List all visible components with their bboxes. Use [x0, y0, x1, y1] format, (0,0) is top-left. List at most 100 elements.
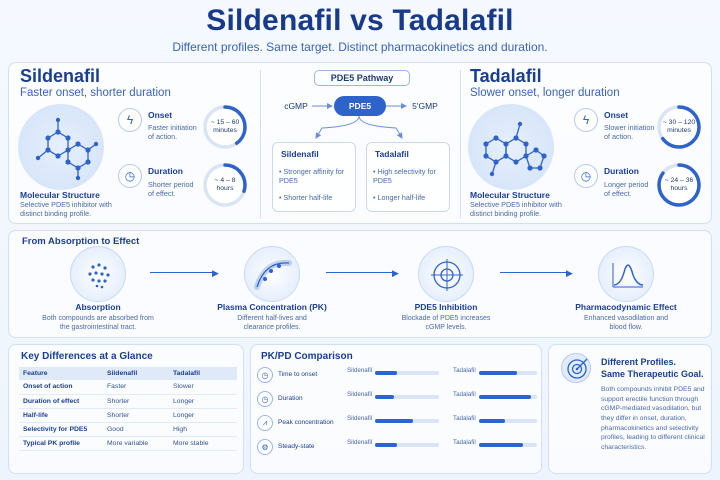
- pkpd-bar-b: [479, 443, 537, 447]
- drug-overview-panel: [8, 62, 712, 224]
- pkpd-row: ◷ Time to onset Sildenafil Tadalafil: [257, 367, 537, 385]
- tadalafil-onset-label: Onset: [604, 110, 629, 120]
- clock-icon: ◷: [257, 391, 273, 407]
- pathway-sildenafil-bullet: • Shorter half-life: [279, 193, 333, 202]
- pkpd-bar-a-fill: [375, 419, 414, 423]
- table-cell: Duration of effect: [19, 394, 103, 409]
- tadalafil-duration-label: Duration: [604, 166, 639, 176]
- divider: [260, 70, 261, 218]
- table-cell: Shorter: [103, 394, 169, 409]
- sildenafil-onset-label: Onset: [148, 110, 173, 120]
- tadalafil-molecule-image: [468, 104, 554, 190]
- flow-step-label: Pharmacodynamic Effect: [575, 302, 677, 312]
- inhibition-step-icon: [418, 246, 474, 302]
- table-cell: Selectivity for PDE5: [19, 422, 103, 437]
- sildenafil-duration-gauge: ~ 4 – 8 hours: [202, 162, 248, 208]
- table-cell: Longer: [169, 394, 237, 409]
- flow-step-label: Absorption: [75, 302, 121, 312]
- pkpd-bar-a-fill: [375, 395, 395, 399]
- pkpd-row: ◷ Duration Sildenafil Tadalafil: [257, 391, 537, 409]
- pkpd-drug-a: Sildenafil: [347, 439, 373, 446]
- tadalafil-title: Tadalafil: [470, 66, 542, 86]
- table-header: Feature: [19, 367, 103, 380]
- sildenafil-duration-desc: Shorter period of effect.: [148, 180, 194, 199]
- flow-step-desc: Different half-lives and clearance profi…: [237, 315, 307, 332]
- pkpd-bar-b-fill: [479, 371, 517, 375]
- flow-step-label: PDE5 Inhibition: [414, 302, 478, 312]
- tadalafil-onset-gauge: ~ 30 – 120 minutes: [656, 104, 702, 150]
- table-cell: Good: [103, 422, 169, 437]
- pkpd-bar-a-fill: [375, 443, 398, 447]
- pkpd-drug-b: Tadalafil: [453, 391, 476, 398]
- pathway-5gmp: 5'GMP: [412, 101, 438, 111]
- summary-text: Both compounds inhibit PDE5 and support …: [601, 386, 705, 451]
- sildenafil-duration-label: Duration: [148, 166, 183, 176]
- pkpd-drug-b: Tadalafil: [453, 415, 476, 422]
- lightning-icon: ϟ: [118, 108, 142, 132]
- pkpd-bar-b-fill: [479, 443, 523, 447]
- lightning-icon: ϟ: [574, 108, 598, 132]
- pkpd-row: ⚙ Steady-state Sildenafil Tadalafil: [257, 439, 537, 457]
- pathway-sildenafil-box: Sildenafil • Stronger affinity for PDE5 …: [272, 142, 356, 212]
- pathway-title: PDE5 Pathway: [314, 70, 410, 86]
- summary-title-line1: Different Profiles.: [601, 357, 677, 367]
- sildenafil-mol-desc: Selective PDE5 inhibitor with distinct b…: [20, 200, 112, 219]
- table-header: Tadalafil: [169, 367, 237, 380]
- page-title: Sildenafil vs Tadalafil: [206, 4, 514, 37]
- pkpd-drug-b: Tadalafil: [453, 439, 476, 446]
- table-cell: Longer: [169, 408, 237, 423]
- arrow-right-icon: ▶: [212, 268, 219, 278]
- table-cell: Onset of action: [19, 380, 103, 395]
- pkpd-drug-a: Sildenafil: [347, 367, 373, 374]
- pathway-tadalafil-bullet: • Longer half-life: [373, 193, 426, 202]
- pkpd-row-label: Duration: [278, 395, 303, 402]
- blood-vessel-icon: [254, 259, 292, 290]
- table-cell: High: [169, 422, 237, 437]
- tadalafil-mol-label: Molecular Structure: [470, 190, 550, 200]
- sildenafil-mol-label: Molecular Structure: [20, 190, 100, 200]
- tadalafil-tagline: Slower onset, longer duration: [470, 87, 620, 99]
- summary-panel: Different Profiles. Same Therapeutic Goa…: [548, 344, 712, 474]
- pathway-sildenafil-bullet: • Stronger affinity for PDE5: [279, 167, 345, 185]
- clock-icon: ◷: [257, 367, 273, 383]
- pathway-tadalafil-box: Tadalafil • High selectivity for PDE5 • …: [366, 142, 450, 212]
- tadalafil-onset-value: ~ 30 – 120 minutes: [662, 119, 696, 134]
- table-cell: More variable: [103, 436, 169, 451]
- arrow-right-icon: ▶: [566, 268, 573, 278]
- particles-icon: [88, 263, 110, 289]
- curve-chart-icon: [612, 263, 644, 288]
- pathway-tadalafil-title: Tadalafil: [375, 149, 409, 159]
- table-row: Onset of action Faster Slower: [19, 380, 237, 395]
- absorption-step-icon: [70, 246, 126, 302]
- table-cell: More stable: [169, 436, 237, 451]
- sildenafil-title: Sildenafil: [20, 66, 101, 86]
- flow-step-desc: Blockade of PDE5 increases cGMP levels.: [401, 315, 491, 332]
- tadalafil-duration-gauge: ~ 24 – 36 hours: [656, 162, 702, 208]
- table-cell: Shorter: [103, 408, 169, 423]
- tadalafil-duration-value: ~ 24 – 36 hours: [664, 177, 694, 192]
- pkpd-bar-a: [375, 395, 439, 399]
- sildenafil-onset-value: ~ 15 – 60 minutes: [210, 119, 240, 134]
- pkpd-bar-b: [479, 371, 537, 375]
- flow-arrow: [150, 272, 216, 273]
- differences-panel: Key Differences at a Glance Feature Sild…: [8, 344, 244, 474]
- table-cell: Slower: [169, 380, 237, 395]
- table-row: Typical PK profile More variable More st…: [19, 436, 237, 451]
- target-icon: [431, 259, 463, 291]
- table-header-row: Feature Sildenafil Tadalafil: [19, 367, 237, 380]
- pkpd-panel: PK/PD Comparison ◷ Time to onset Sildena…: [250, 344, 542, 474]
- tadalafil-onset-desc: Slower initiation of action.: [604, 123, 655, 142]
- pkpd-bar-a: [375, 419, 439, 423]
- table-cell: Faster: [103, 380, 169, 395]
- pathway-cgmp: cGMP: [284, 101, 308, 111]
- tadalafil-mol-desc: Selective PDE5 inhibitor with distinct b…: [470, 200, 562, 219]
- pkpd-bar-a: [375, 371, 439, 375]
- table-row: Selectivity for PDE5 Good High: [19, 422, 237, 437]
- table-header: Sildenafil: [103, 367, 169, 380]
- sildenafil-onset-desc: Faster initiation of action.: [148, 123, 197, 142]
- peak-icon: ⩘: [257, 415, 273, 431]
- pkpd-row-label: Peak concentration: [278, 419, 334, 426]
- pkpd-drug-a: Sildenafil: [347, 391, 373, 398]
- arrow-right-icon: ▶: [392, 268, 399, 278]
- sildenafil-tagline: Faster onset, shorter duration: [20, 87, 171, 99]
